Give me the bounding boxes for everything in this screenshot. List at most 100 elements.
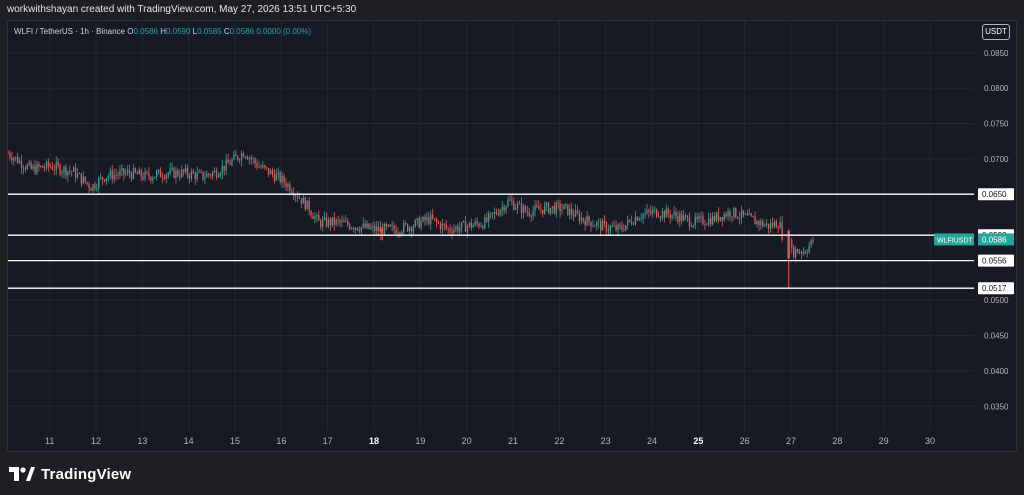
candle-body: [449, 228, 451, 232]
candle-body: [385, 224, 388, 227]
candle-body: [607, 230, 610, 232]
candle-body: [260, 166, 262, 168]
y-tick-label: 0.0700: [984, 155, 1009, 164]
candle-body: [38, 163, 40, 167]
candle-body: [688, 217, 691, 227]
candle-body: [561, 209, 563, 212]
candle-body: [675, 212, 677, 216]
candle-body: [316, 215, 318, 217]
candle-body: [679, 213, 681, 222]
last-price-box: [978, 233, 1014, 246]
x-tick-label: 30: [925, 436, 935, 446]
candle-body: [443, 223, 445, 226]
candle-body: [549, 208, 552, 214]
currency-button[interactable]: USDT: [982, 24, 1010, 40]
price-chart[interactable]: 0.0850 0.0800 0.0750 0.0700 0.0500 0.0450 0.04…: [8, 21, 1016, 451]
candle-body: [489, 212, 492, 214]
chart-panel[interactable]: 0.0850 0.0800 0.0750 0.0700 0.0500 0.0450 0.04…: [7, 20, 1017, 452]
candle-body: [659, 217, 662, 218]
x-tick-label: 28: [832, 436, 842, 446]
candle-body: [45, 161, 48, 168]
x-tick-label: 19: [415, 436, 425, 446]
candle-body: [682, 215, 685, 221]
candle-body: [248, 157, 250, 160]
candle-body: [731, 216, 733, 218]
candle-body: [522, 206, 525, 214]
candle-body: [520, 203, 523, 214]
candle-body: [754, 217, 756, 225]
candle-body: [181, 169, 183, 177]
candle-body: [136, 172, 139, 175]
candle-body: [777, 227, 779, 229]
close-value: 0.0586: [229, 27, 255, 36]
candle-body: [594, 225, 596, 227]
candle-body: [354, 227, 357, 230]
x-tick-label: 14: [184, 436, 194, 446]
candle-body: [441, 223, 444, 230]
candle-body: [171, 167, 173, 169]
candle-body: [244, 156, 247, 158]
x-tick-label: 21: [508, 436, 518, 446]
candle-body: [42, 165, 44, 168]
candle-body: [376, 226, 378, 232]
candle-body: [20, 160, 23, 168]
candle-body: [277, 172, 279, 175]
candle-body: [412, 226, 415, 232]
candle-body: [571, 208, 573, 215]
candle-body: [381, 227, 384, 235]
candle-body: [563, 204, 565, 210]
candle-body: [779, 221, 781, 229]
candle-body: [341, 220, 343, 223]
candle-body: [331, 217, 333, 226]
candle-body: [812, 239, 814, 242]
candle-body: [49, 166, 52, 167]
x-tick-label: 26: [740, 436, 750, 446]
candle-body: [601, 220, 604, 231]
candle-body: [738, 217, 741, 219]
candle-body: [540, 209, 542, 211]
candle-body: [516, 203, 519, 209]
candle-body: [113, 174, 115, 180]
candle-body: [663, 211, 666, 218]
candle-body: [472, 224, 474, 228]
y-tick-label: 0.0850: [984, 49, 1009, 58]
candle-body: [111, 170, 113, 180]
y-tick-label: 0.0750: [984, 120, 1009, 129]
candle-body: [177, 170, 179, 176]
candle-body: [530, 215, 532, 217]
candle-body: [36, 163, 38, 174]
candle-body: [482, 226, 484, 229]
candle-body: [569, 208, 571, 216]
candle-body: [596, 222, 598, 226]
candle-body: [339, 220, 341, 223]
candle-body: [179, 175, 181, 177]
chart-caption: workwithshayan created with TradingView.…: [7, 4, 357, 15]
candle-body: [638, 218, 640, 221]
candle-body: [123, 168, 125, 175]
candle-body: [34, 165, 36, 174]
candle-body: [599, 221, 602, 231]
candle-body: [26, 164, 28, 169]
candle-body: [266, 167, 268, 168]
candle-body: [165, 174, 167, 179]
candle-body: [657, 216, 660, 218]
candle-body: [534, 205, 536, 211]
candle-body: [267, 167, 270, 175]
candle-body: [302, 197, 305, 204]
candle-body: [470, 222, 472, 228]
open-value: 0.0586: [133, 27, 158, 36]
candle-body: [132, 168, 135, 179]
candle-body: [146, 171, 148, 173]
candle-body: [206, 173, 208, 178]
candle-body: [708, 218, 710, 225]
candle-body: [356, 227, 359, 231]
candle-body: [142, 176, 144, 179]
candle-body: [702, 216, 704, 225]
candle-body: [710, 218, 712, 225]
candle-body: [82, 176, 84, 184]
candle-body: [71, 171, 73, 173]
candle-body: [592, 225, 594, 227]
candle-body: [735, 207, 737, 218]
candle-body: [285, 183, 287, 188]
candle-body: [648, 209, 650, 212]
